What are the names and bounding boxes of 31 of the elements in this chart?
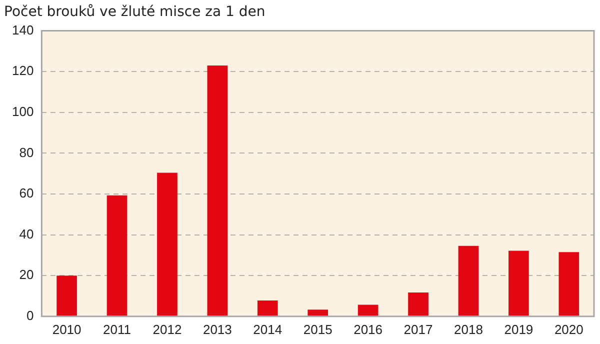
y-tick-label: 0 <box>26 308 34 323</box>
y-tick-label: 120 <box>12 63 34 78</box>
bar <box>358 304 378 316</box>
bar <box>308 310 328 316</box>
x-tick-label: 2013 <box>202 322 232 337</box>
y-tick-label: 80 <box>19 144 34 160</box>
x-tick-label: 2015 <box>303 322 332 337</box>
x-tick-label: 2018 <box>454 322 483 337</box>
y-tick-label: 140 <box>12 22 34 38</box>
bar <box>106 195 128 316</box>
x-tick-label: 2016 <box>354 322 383 337</box>
bar <box>508 250 529 316</box>
bar <box>56 276 77 316</box>
bar <box>157 172 178 316</box>
bar <box>207 65 228 316</box>
bar <box>458 246 479 316</box>
x-tick-label: 2010 <box>52 322 82 337</box>
y-tick-label: 100 <box>12 104 34 119</box>
x-tick-label: 2020 <box>554 322 584 337</box>
chart-title: Počet brouků ve žluté misce za 1 den <box>4 4 266 20</box>
bar <box>257 300 278 316</box>
y-tick-label: 20 <box>19 267 34 282</box>
x-tick-label: 2012 <box>152 322 182 337</box>
x-tick-label: 2017 <box>404 322 433 337</box>
y-tick-label: 40 <box>19 226 34 242</box>
bar <box>408 292 428 316</box>
y-tick-label: 60 <box>19 186 34 201</box>
bar <box>558 252 580 316</box>
x-tick-label: 2011 <box>103 322 131 337</box>
x-tick-label: 2014 <box>253 322 282 337</box>
x-tick-label: 2019 <box>504 322 534 337</box>
